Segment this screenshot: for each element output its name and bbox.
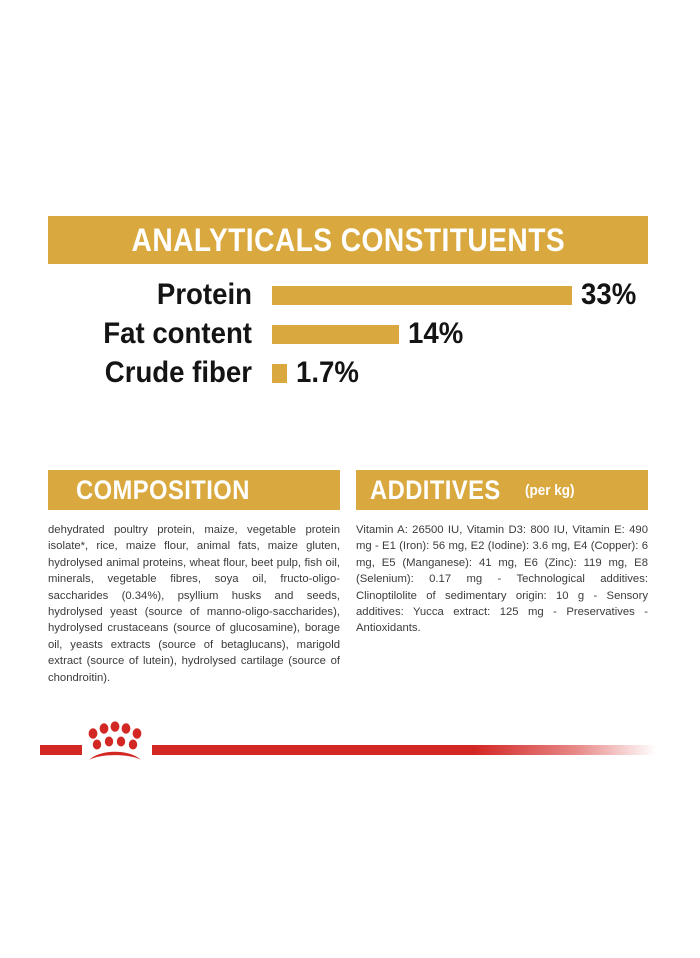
bar-value-crude-fiber: 1.7% bbox=[296, 356, 360, 389]
analyticals-constituents-title: ANALYTICALS CONSTITUENTS bbox=[131, 222, 565, 258]
bar-fill-crude-fiber bbox=[272, 363, 288, 383]
additives-banner: ADDITIVES (per kg) bbox=[356, 470, 648, 510]
additives-body-text: Vitamin A: 26500 IU, Vitamin D3: 800 IU,… bbox=[356, 524, 648, 635]
brand-divider bbox=[0, 718, 700, 766]
bar-label-fat-content: Fat content bbox=[103, 317, 252, 350]
composition-banner: COMPOSITION bbox=[48, 470, 340, 510]
royal-canin-crown-icon bbox=[88, 721, 142, 760]
bar-label-protein: Protein bbox=[156, 278, 252, 311]
bar-value-fat-content: 14% bbox=[408, 317, 464, 350]
additives-per-kg-note: (per kg) bbox=[524, 481, 575, 499]
bar-fill-protein bbox=[272, 285, 572, 305]
additives-title: ADDITIVES bbox=[370, 474, 501, 505]
bar-row-fat-content: Fat content 14% bbox=[48, 315, 648, 353]
bar-track-crude-fiber: 1.7% bbox=[272, 358, 648, 388]
bar-fill-fat-content bbox=[272, 324, 400, 344]
bar-row-protein: Protein 33% bbox=[48, 276, 648, 314]
analyticals-constituents-banner: ANALYTICALS CONSTITUENTS bbox=[48, 216, 648, 264]
composition-title: COMPOSITION bbox=[76, 474, 250, 505]
divider-rule-right bbox=[152, 745, 656, 755]
divider-rule-left bbox=[40, 745, 82, 755]
bar-track-fat-content: 14% bbox=[272, 319, 648, 349]
bar-row-crude-fiber: Crude fiber 1.7% bbox=[48, 354, 648, 392]
composition-body-text: dehydrated poultry protein, maize, veget… bbox=[48, 524, 340, 684]
bar-track-protein: 33% bbox=[272, 280, 648, 310]
analyticals-bar-chart: Protein 33% Fat content 14% Crude fiber … bbox=[48, 276, 648, 400]
bar-label-crude-fiber: Crude fiber bbox=[104, 356, 252, 389]
bar-value-protein: 33% bbox=[581, 278, 637, 311]
